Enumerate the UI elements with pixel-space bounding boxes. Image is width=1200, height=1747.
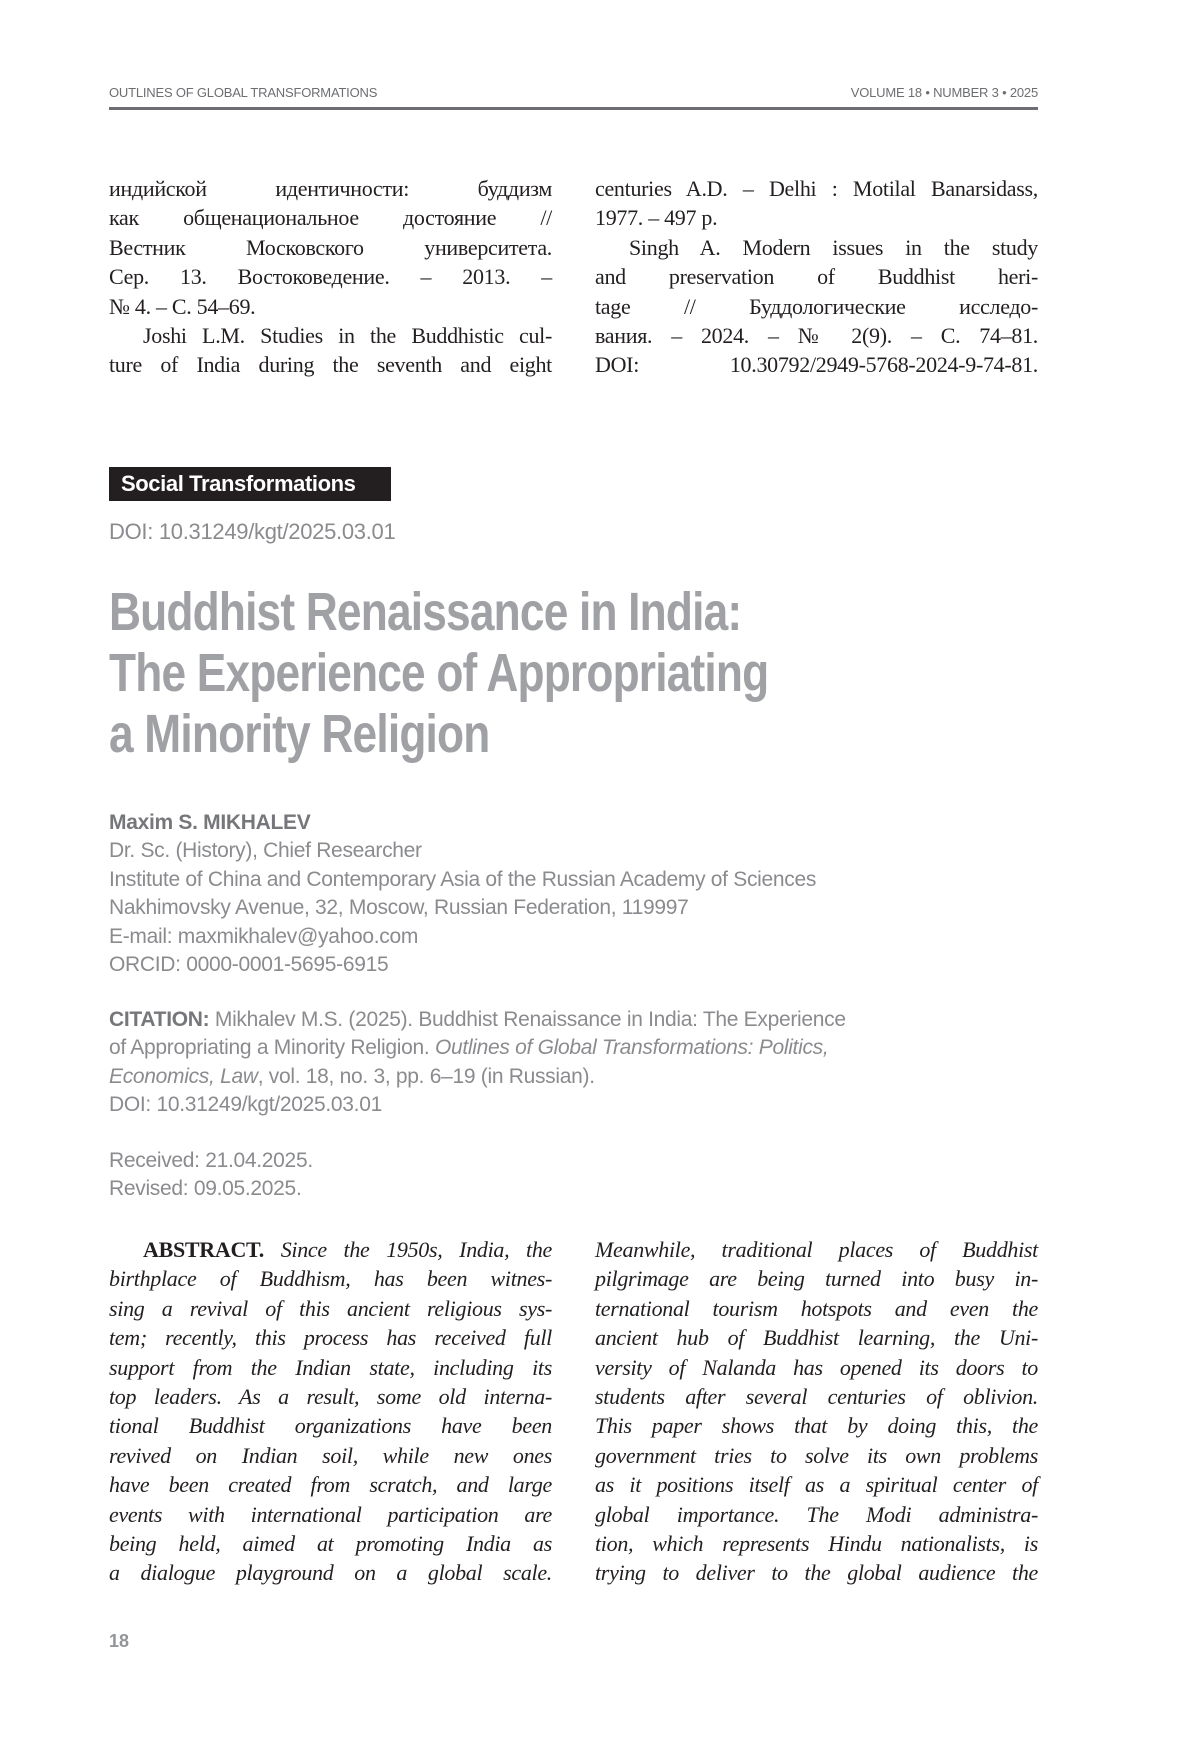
abstract-line: a dialogue playground on a global scale.	[109, 1560, 552, 1586]
citation-text: of Appropriating a Minority Religion.	[109, 1036, 435, 1060]
reference-line: Вестник Московского университета.	[109, 234, 552, 260]
reference-line: ture of India during the seventh and eig…	[109, 352, 552, 378]
header-rule	[109, 107, 1038, 110]
reference-line: Joshi L.M. Studies in the Buddhistic cul…	[143, 322, 552, 348]
running-header-journal: OUTLINES OF GLOBAL TRANSFORMATIONS	[109, 85, 378, 100]
dates-block: Received: 21.04.2025. Revised: 09.05.202…	[109, 1147, 313, 1204]
received-date: Received: 21.04.2025.	[109, 1149, 313, 1172]
references-right-column: centuries A.D. – Delhi : Motilal Banarsi…	[595, 174, 1038, 380]
abstract-line: have been created from scratch, and larg…	[109, 1472, 552, 1498]
running-header-issue: VOLUME 18 • NUMBER 3 • 2025	[850, 85, 1038, 100]
abstract-line: tem; recently, this process has received…	[109, 1325, 552, 1351]
abstract-line: ABSTRACT. Since the 1950s, India, the	[109, 1235, 552, 1264]
reference-line: индийской идентичности: буддизм	[109, 176, 552, 201]
title-line: The Experience of Appropriating	[109, 643, 769, 703]
reference-line: № 4. – С. 54–69.	[109, 293, 256, 319]
abstract-line: students after several centuries of obli…	[595, 1383, 1038, 1409]
abstract-line: revived on Indian soil, while new ones	[109, 1442, 552, 1468]
references-left-column: индийской идентичности: буддизм как обще…	[109, 174, 552, 380]
abstract-line: as it positions itself as a spiritual ce…	[595, 1472, 1038, 1498]
title-line: Buddhist Renaissance in India:	[109, 582, 742, 642]
abstract-line: trying to deliver to the global audience…	[595, 1560, 1038, 1586]
citation-doi: DOI: 10.31249/kgt/2025.03.01	[109, 1093, 382, 1117]
abstract-line: support from the Indian state, including…	[109, 1354, 552, 1380]
reference-line: tage // Буддологические исследо-	[595, 293, 1038, 319]
section-label: Social Transformations	[109, 467, 391, 501]
reference-line: вания. – 2024. – № 2(9). – С. 74–81.	[595, 322, 1038, 348]
author-position: Dr. Sc. (History), Chief Researcher	[109, 839, 422, 863]
author-institution: Institute of China and Contemporary Asia…	[109, 867, 817, 891]
abstract-left-column: ABSTRACT. Since the 1950s, India, the bi…	[109, 1235, 552, 1588]
citation-label: CITATION:	[109, 1008, 210, 1031]
abstract-line: sing a revival of this ancient religious…	[109, 1295, 552, 1321]
abstract-line: versity of Nalanda has opened its doors …	[595, 1354, 1038, 1380]
abstract-line: global importance. The Modi administra-	[595, 1501, 1038, 1527]
abstract-line: pilgrimage are being turned into busy in…	[595, 1266, 1038, 1292]
author-orcid[interactable]: ORCID: 0000-0001-5695-6915	[109, 953, 389, 977]
author-block: Maxim S. MIKHALEV Dr. Sc. (History), Chi…	[109, 809, 816, 979]
citation-journal: Economics, Law	[109, 1064, 258, 1088]
abstract-text: Since the 1950s, India, the	[263, 1237, 553, 1262]
reference-line: Singh A. Modern issues in the study	[629, 234, 1038, 260]
abstract-line: events with international participation …	[109, 1501, 552, 1527]
abstract-right-column: Meanwhile, traditional places of Buddhis…	[595, 1235, 1038, 1588]
abstract-line: This paper shows that by doing this, the	[595, 1413, 1038, 1439]
citation-text: Mikhalev M.S. (2025). Buddhist Renaissan…	[209, 1008, 846, 1031]
article-title: Buddhist Renaissance in India: The Exper…	[109, 582, 769, 765]
abstract-line: being held, aimed at promoting India as	[109, 1530, 552, 1556]
reference-line: and preservation of Buddhist heri-	[595, 264, 1038, 290]
abstract-line: ancient hub of Buddhist learning, the Un…	[595, 1325, 1038, 1351]
author-email[interactable]: E-mail: maxmikhalev@yahoo.com	[109, 924, 419, 948]
abstract-line: birthplace of Buddhism, has been witnes-	[109, 1266, 552, 1292]
reference-line: 1977. – 497 p.	[595, 205, 718, 231]
citation-block: CITATION: Mikhalev M.S. (2025). Buddhist…	[109, 1006, 846, 1120]
abstract-line: tional Buddhist organizations have been	[109, 1413, 552, 1439]
abstract-line: top leaders. As a result, some old inter…	[109, 1383, 552, 1409]
reference-line: DOI: 10.30792/2949-5768-2024-9-74-81.	[595, 352, 1038, 378]
author-name: Maxim S. MIKHALEV	[109, 811, 311, 834]
title-line: a Minority Religion	[109, 704, 490, 764]
author-address: Nakhimovsky Avenue, 32, Moscow, Russian …	[109, 896, 689, 920]
page-number: 18	[109, 1631, 130, 1651]
abstract-label: ABSTRACT.	[143, 1237, 264, 1262]
abstract-line: government tries to solve its own proble…	[595, 1442, 1038, 1468]
abstract-line: tion, which represents Hindu nationalist…	[595, 1530, 1038, 1556]
citation-text: , vol. 18, no. 3, pp. 6–19 (in Russian).	[257, 1064, 595, 1088]
citation-journal: Outlines of Global Transformations: Poli…	[434, 1036, 829, 1060]
revised-date: Revised: 09.05.2025.	[109, 1177, 302, 1201]
abstract-line: ternational tourism hotspots and even th…	[595, 1295, 1038, 1321]
reference-line: centuries A.D. – Delhi : Motilal Banarsi…	[595, 176, 1038, 201]
abstract-line: Meanwhile, traditional places of Buddhis…	[595, 1237, 1038, 1262]
reference-line: как общенациональное достояние //	[109, 205, 552, 231]
article-doi: DOI: 10.31249/kgt/2025.03.01	[109, 519, 396, 544]
reference-line: Сер. 13. Востоковедение. – 2013. –	[109, 264, 552, 290]
